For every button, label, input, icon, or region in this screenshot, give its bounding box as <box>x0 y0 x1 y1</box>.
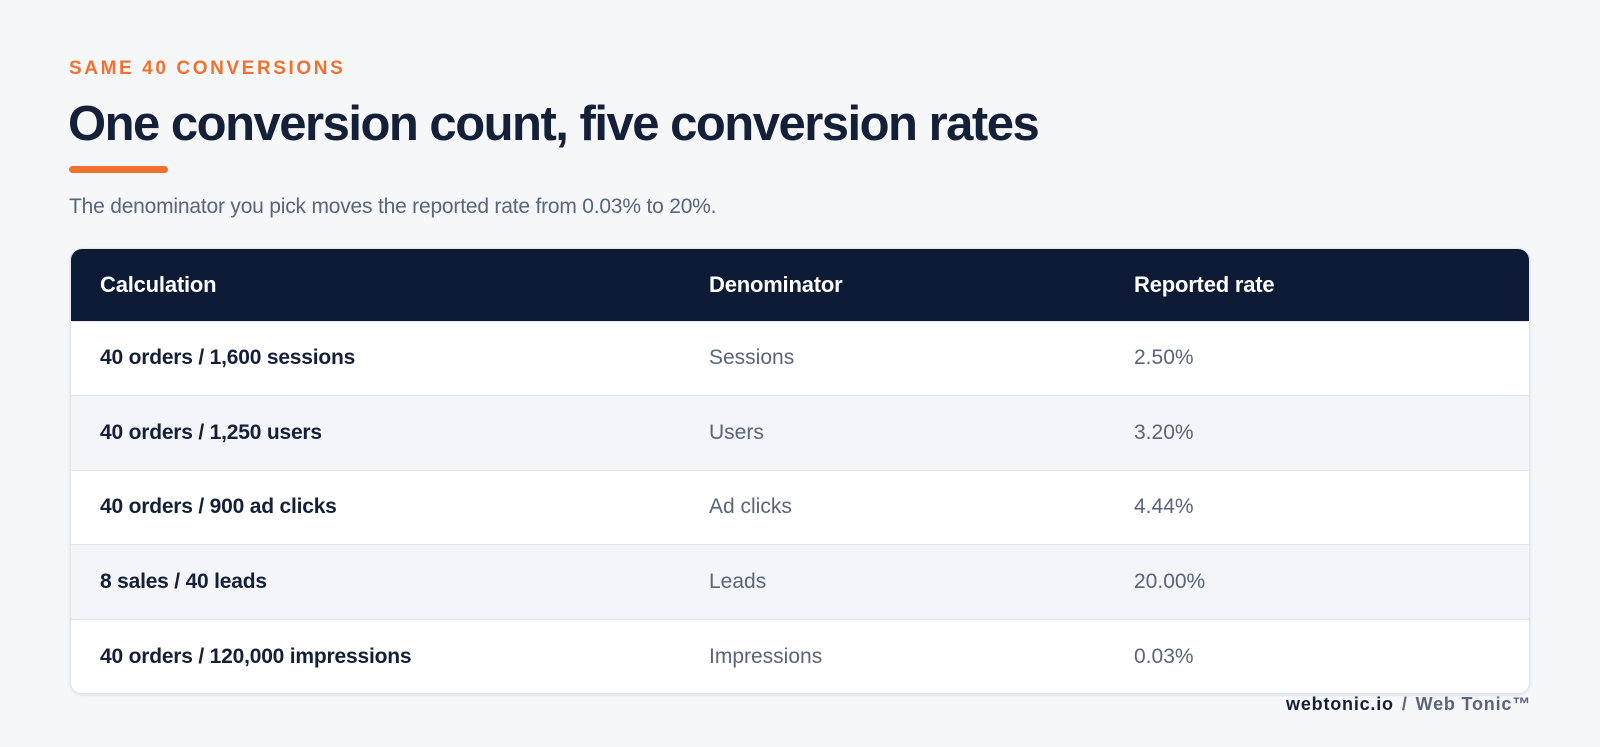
cell-reported-rate: 2.50% <box>1134 346 1194 370</box>
conversion-rates-table-card: Calculation Denominator Reported rate 40… <box>70 248 1530 694</box>
cell-denominator: Ad clicks <box>709 495 792 519</box>
footer-brand: Web Tonic™ <box>1415 694 1531 714</box>
cell-reported-rate: 3.20% <box>1134 420 1194 444</box>
cell-denominator: Sessions <box>709 346 795 370</box>
table-row: 40 orders / 1,250 users Users 3.20% <box>71 395 1529 471</box>
cell-calculation: 40 orders / 120,000 impressions <box>100 644 412 668</box>
table-row: 40 orders / 900 ad clicks Ad clicks 4.44… <box>71 470 1529 545</box>
title-accent-bar <box>69 166 168 173</box>
footer-attribution: webtonic.io / Web Tonic™ <box>1286 694 1531 715</box>
cell-denominator: Leads <box>709 570 767 594</box>
table-row: 8 sales / 40 leads Leads 20.00% <box>71 544 1529 620</box>
column-header-calculation: Calculation <box>100 271 217 297</box>
table-header-row: Calculation Denominator Reported rate <box>71 249 1529 321</box>
cell-reported-rate: 0.03% <box>1134 644 1194 668</box>
column-header-denominator: Denominator <box>709 271 843 297</box>
cell-denominator: Users <box>709 420 764 444</box>
cell-reported-rate: 20.00% <box>1134 570 1206 594</box>
footer-domain: webtonic.io <box>1286 694 1394 714</box>
table-header: Calculation Denominator Reported rate <box>71 249 1529 321</box>
table-body: 40 orders / 1,600 sessions Sessions 2.50… <box>71 321 1529 693</box>
cell-reported-rate: 4.44% <box>1134 495 1194 519</box>
cell-calculation: 40 orders / 1,250 users <box>100 420 322 444</box>
page-subtitle: The denominator you pick moves the repor… <box>69 195 717 218</box>
page-title: One conversion count, five conversion ra… <box>68 97 1040 151</box>
cell-denominator: Impressions <box>709 644 823 668</box>
conversion-rates-table: Calculation Denominator Reported rate 40… <box>71 249 1529 693</box>
footer-separator: / <box>1401 694 1408 714</box>
cell-calculation: 40 orders / 1,600 sessions <box>100 346 356 370</box>
table-row: 40 orders / 1,600 sessions Sessions 2.50… <box>71 321 1529 396</box>
eyebrow-label: SAME 40 CONVERSIONS <box>69 58 346 79</box>
cell-calculation: 40 orders / 900 ad clicks <box>100 495 337 519</box>
table-row: 40 orders / 120,000 impressions Impressi… <box>71 619 1529 693</box>
cell-calculation: 8 sales / 40 leads <box>100 570 267 594</box>
column-header-reported-rate: Reported rate <box>1134 271 1275 297</box>
